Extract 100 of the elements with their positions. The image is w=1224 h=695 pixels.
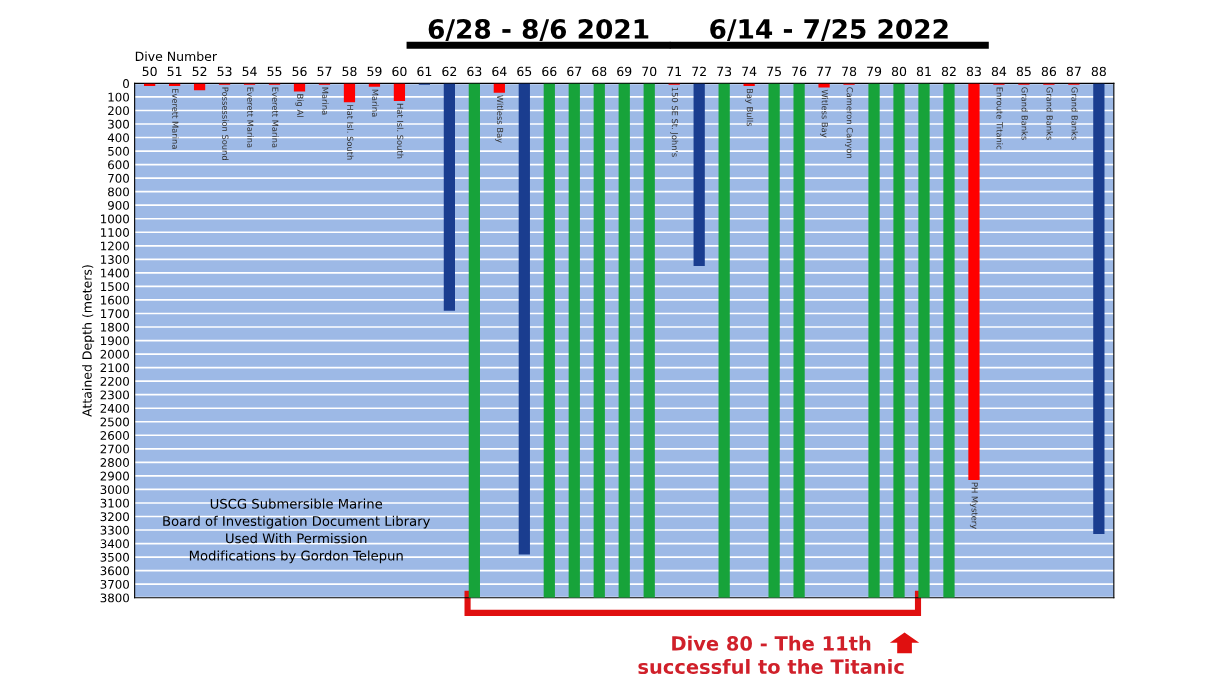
annotation: Everett Marina — [272, 87, 279, 148]
annotation: Marina — [322, 87, 329, 115]
x-tick-label: 80 — [891, 66, 907, 77]
y-tick-label: 1800 — [101, 322, 129, 332]
y-tick-label: 3000 — [100, 485, 129, 495]
x-tick-label: 67 — [567, 66, 582, 77]
x-tick-label: 69 — [617, 66, 632, 77]
y-tick-label: 400 — [107, 133, 129, 143]
annotation: Everett Marina — [247, 87, 254, 148]
x-tick-label: 83 — [966, 66, 981, 77]
y-tick-label: 2800 — [100, 458, 129, 468]
x-tick-label: 64 — [492, 66, 507, 77]
y-tick-label: 3500 — [100, 552, 129, 562]
y-tick-label: 2400 — [100, 403, 129, 413]
x-tick-label: 54 — [242, 66, 257, 77]
bar — [293, 83, 306, 92]
x-tick-label: 88 — [1091, 66, 1106, 77]
annotation: Possession Sound — [222, 87, 229, 160]
bar — [443, 83, 455, 311]
x-tick-label: 53 — [217, 66, 232, 77]
x-tick-label: 82 — [941, 66, 956, 77]
x-tick-label: 84 — [991, 66, 1007, 77]
y-tick-label: 2900 — [100, 471, 129, 481]
annotation: Hat Isl. South — [397, 103, 404, 159]
bar — [643, 83, 655, 598]
bar — [493, 83, 505, 93]
bar — [868, 83, 880, 598]
x-tick-label: 76 — [792, 66, 807, 77]
y-tick-label: 300 — [108, 119, 129, 129]
y-tick-label: 1700 — [101, 309, 129, 319]
y-tick-label: 2600 — [100, 431, 129, 440]
bar — [1093, 83, 1105, 535]
bar — [468, 83, 480, 598]
annotation: Big Al — [295, 94, 304, 117]
bar — [343, 83, 356, 103]
bar — [968, 83, 980, 480]
y-tick-label: 2700 — [100, 444, 129, 454]
annotation: Marina — [372, 89, 379, 117]
bar — [793, 83, 805, 598]
bar — [893, 83, 905, 598]
x-tick-label: 62 — [442, 66, 457, 77]
annotation: Grand Banks — [1046, 87, 1053, 140]
x-tick-label: 87 — [1066, 66, 1081, 77]
y-tick-label: 1100 — [101, 228, 129, 237]
x-tick-label: 81 — [916, 66, 931, 77]
y-tick-label: 3100 — [100, 498, 129, 508]
x-tick-label: 72 — [692, 66, 706, 76]
y-tick-label: 3600 — [100, 566, 129, 576]
y-tick-label: 800 — [108, 187, 129, 197]
x-tick-label: 63 — [467, 66, 482, 77]
bar — [943, 83, 955, 598]
bar — [518, 83, 530, 555]
annotation: Hat Isl. South — [347, 105, 354, 160]
x-tick-label: 74 — [742, 66, 757, 76]
y-tick-label: 500 — [108, 146, 129, 156]
bar — [918, 83, 930, 598]
bar — [568, 83, 580, 598]
x-tick-label: 77 — [817, 66, 831, 76]
text: 6/28 - 8/6 2021 — [428, 18, 649, 42]
x-axis-title: Dive Number — [135, 51, 218, 62]
x-tick-label: 50 — [142, 66, 157, 77]
y-tick-label: 900 — [107, 200, 129, 210]
annotation: Everett Marina — [172, 88, 179, 149]
bar — [543, 83, 555, 598]
text: 6/14 - 7/25 2022 — [710, 18, 948, 42]
x-tick-label: 79 — [867, 66, 882, 77]
annotation: Enroute Titanic — [996, 87, 1003, 150]
x-tick-label: 65 — [517, 66, 532, 77]
x-tick-label: 68 — [592, 66, 607, 77]
bar — [768, 83, 780, 598]
y-tick-label: 1400 — [101, 268, 129, 278]
annotation: Witless Bay — [820, 89, 829, 138]
annotation: PH Mystery — [969, 482, 978, 529]
y-tick-label: 600 — [108, 160, 129, 170]
y-tick-label: 3300 — [100, 525, 129, 535]
y-tick-label: 1200 — [101, 241, 129, 251]
y-tick-label: 2100 — [100, 363, 129, 373]
x-tick-label: 52 — [192, 66, 207, 77]
x-tick-label: 73 — [717, 66, 732, 77]
x-tick-label: 85 — [1016, 66, 1031, 77]
x-tick-label: 60 — [392, 66, 407, 77]
x-tick-label: 58 — [342, 66, 357, 77]
bar — [393, 83, 406, 101]
y-tick-label: 2200 — [100, 376, 129, 386]
text: Dive 80 - The 11th successful to the Titanic — [638, 635, 904, 675]
y-tick-label: 700 — [108, 173, 129, 183]
y-tick-label: 3400 — [100, 539, 129, 549]
y-tick-label: 0 — [123, 79, 129, 89]
x-tick-label: 66 — [542, 66, 557, 77]
y-tick-label: 1000 — [101, 214, 129, 224]
annotation: 150 SE St. John's — [670, 87, 679, 157]
x-tick-label: 61 — [417, 66, 432, 77]
y-tick-label: 2300 — [100, 390, 129, 400]
x-tick-label: 86 — [1041, 66, 1057, 77]
y-tick-label: 3800 — [100, 593, 129, 603]
y-tick-label: 1900 — [101, 336, 129, 346]
annotation: Grand Banks — [1071, 87, 1078, 140]
x-tick-label: 59 — [367, 66, 382, 77]
x-tick-label: 70 — [642, 66, 657, 77]
y-axis-title: Attained Depth (meters) — [82, 265, 95, 417]
